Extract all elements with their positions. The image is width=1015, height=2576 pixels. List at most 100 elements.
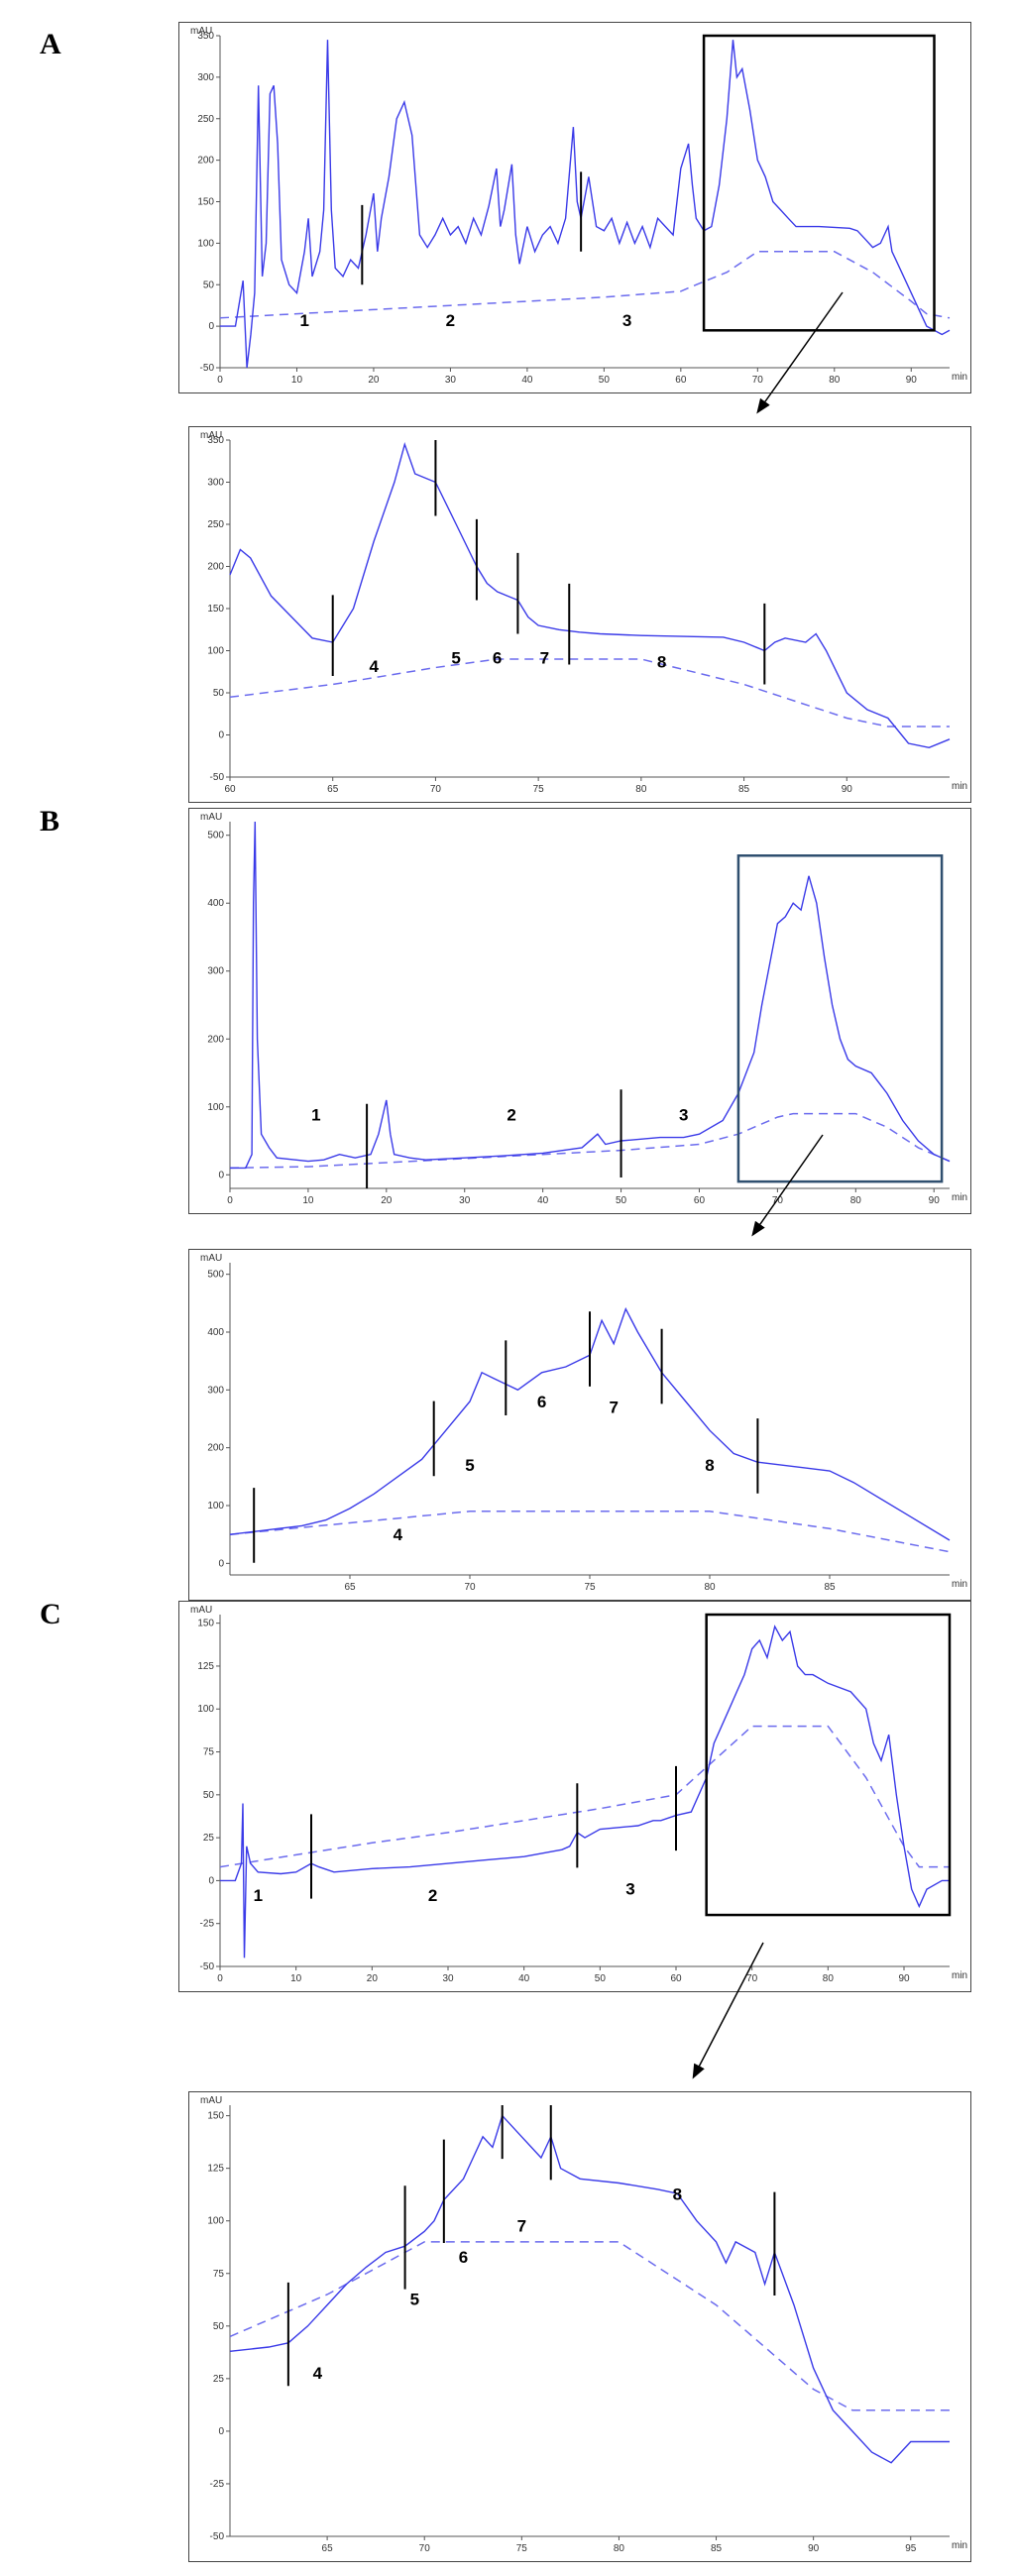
y-tick-label: -50 — [210, 772, 225, 783]
y-tick-label: 200 — [207, 562, 224, 573]
y-axis-unit-label: mAU — [200, 2095, 222, 2106]
x-tick-label: 90 — [906, 375, 918, 386]
x-tick-label: 70 — [464, 1582, 476, 1593]
y-tick-label: 75 — [213, 2269, 225, 2280]
chromatogram-a-full: mAU min -50 0 50 100 150 200 250 300 350 0 10 20 30 40 5… — [178, 22, 971, 393]
x-tick-label: 30 — [459, 1195, 471, 1206]
y-tick-label: 50 — [213, 2321, 225, 2332]
chart-svg: mAU min 0 100 200 300 400 500 0 10 20 30 40 50 60 70 80 9… — [188, 808, 971, 1214]
chromatogram-b-zoom: mAU min 0 100 200 300 400 500 65 70 75 80 85 4 5 6 7 8 — [188, 1249, 971, 1601]
x-axis-unit-label: min — [952, 781, 967, 792]
fraction-number-label: 8 — [657, 653, 666, 672]
x-tick-label: 60 — [694, 1195, 706, 1206]
chart-svg: mAU min 0 100 200 300 400 500 65 70 75 80 85 4 5 6 7 8 — [188, 1249, 971, 1601]
x-tick-label: 0 — [227, 1195, 233, 1206]
y-tick-label: 100 — [197, 238, 214, 249]
y-tick-label: 100 — [197, 1704, 214, 1715]
x-tick-label: 10 — [290, 1973, 302, 1984]
panel-letter-b: B — [40, 805, 60, 838]
gradient-dashed-line — [229, 1511, 951, 1553]
x-tick-label: 0 — [217, 375, 223, 386]
absorbance-trace — [229, 441, 951, 749]
fraction-number-label: 2 — [428, 1886, 437, 1905]
chart-frame — [188, 426, 971, 803]
y-tick-label: 150 — [197, 1619, 214, 1629]
x-axis-unit-label: min — [952, 1579, 967, 1590]
y-tick-label: 125 — [207, 2164, 224, 2175]
fraction-number-label: 8 — [673, 2184, 682, 2203]
x-tick-label: 80 — [704, 1582, 716, 1593]
x-tick-label: 65 — [322, 2543, 334, 2554]
x-tick-label: 40 — [521, 375, 533, 386]
y-tick-label: 350 — [207, 435, 224, 446]
absorbance-trace — [220, 40, 951, 369]
x-tick-label: 20 — [368, 375, 380, 386]
chromatogram-a-zoom: mAU min -50 0 50 100 150 200 250 300 350 60 65 70 75 80… — [188, 426, 971, 803]
x-tick-label: 80 — [635, 784, 647, 795]
fraction-number-label: 5 — [451, 648, 460, 667]
fraction-number-label: 4 — [394, 1525, 403, 1544]
x-tick-label: 60 — [670, 1973, 682, 1984]
x-tick-label: 65 — [327, 784, 339, 795]
fraction-number-label: 7 — [517, 2216, 526, 2235]
y-tick-label: -50 — [200, 1961, 215, 1972]
y-tick-label: -50 — [200, 363, 215, 374]
y-axis-unit-label: mAU — [200, 812, 222, 823]
x-tick-label: 70 — [430, 784, 442, 795]
x-tick-label: 50 — [616, 1195, 627, 1206]
y-tick-label: 0 — [218, 1558, 224, 1569]
x-tick-label: 80 — [614, 2543, 625, 2554]
x-tick-label: 80 — [823, 1973, 835, 1984]
y-tick-label: 100 — [207, 646, 224, 657]
gradient-dashed-line — [219, 1725, 950, 1868]
x-axis-unit-label: min — [952, 1192, 967, 1203]
y-tick-label: 300 — [207, 1385, 224, 1396]
x-tick-label: 75 — [516, 2543, 528, 2554]
y-tick-label: 150 — [207, 604, 224, 615]
x-tick-label: 70 — [746, 1973, 758, 1984]
chromatogram-c-full: mAU min -50 -25 0 25 50 75 100 125 150 0 10 20 30 40 50 6… — [178, 1601, 971, 1992]
fraction-number-label: 1 — [299, 311, 308, 330]
x-tick-label: 90 — [808, 2543, 820, 2554]
y-tick-label: 300 — [207, 966, 224, 977]
x-tick-label: 20 — [367, 1973, 379, 1984]
fraction-number-label: 5 — [410, 2291, 419, 2309]
x-tick-label: 10 — [291, 375, 303, 386]
fraction-number-label: 6 — [537, 1393, 546, 1411]
y-tick-label: 200 — [197, 156, 214, 167]
y-tick-label: 200 — [207, 1443, 224, 1454]
y-tick-label: 300 — [207, 478, 224, 489]
x-tick-label: 95 — [905, 2543, 917, 2554]
x-tick-label: 85 — [738, 784, 750, 795]
x-tick-label: 70 — [419, 2543, 431, 2554]
y-tick-label: 400 — [207, 1327, 224, 1338]
fraction-number-label: 5 — [465, 1456, 474, 1475]
y-tick-label: 250 — [197, 114, 214, 125]
x-tick-label: 75 — [584, 1582, 596, 1593]
x-tick-label: 75 — [533, 784, 545, 795]
chart-frame — [188, 808, 971, 1214]
y-tick-label: 500 — [207, 1270, 224, 1281]
chromatogram-b-full: mAU min 0 100 200 300 400 500 0 10 20 30 40 50 60 70 80 9… — [188, 808, 971, 1214]
y-axis-unit-label: mAU — [190, 26, 212, 37]
x-axis-unit-label: min — [952, 1970, 967, 1981]
y-axis-unit-label: mAU — [200, 430, 222, 441]
x-tick-label: 70 — [772, 1195, 784, 1206]
x-tick-label: 90 — [842, 784, 853, 795]
y-tick-label: 100 — [207, 2216, 224, 2227]
y-tick-label: -50 — [210, 2531, 225, 2542]
y-axis-unit-label: mAU — [200, 1253, 222, 1264]
x-tick-label: 30 — [445, 375, 457, 386]
y-tick-label: 0 — [208, 1875, 214, 1886]
gradient-dashed-line — [229, 1112, 951, 1170]
x-tick-label: 70 — [752, 375, 764, 386]
y-tick-label: 0 — [218, 1170, 224, 1180]
x-tick-label: 50 — [595, 1973, 607, 1984]
x-tick-label: 85 — [711, 2543, 723, 2554]
x-tick-label: 50 — [599, 375, 611, 386]
fraction-number-label: 2 — [507, 1105, 515, 1124]
y-tick-label: -25 — [210, 2479, 225, 2490]
fraction-number-label: 4 — [313, 2364, 323, 2383]
fraction-number-label: 8 — [705, 1456, 714, 1475]
